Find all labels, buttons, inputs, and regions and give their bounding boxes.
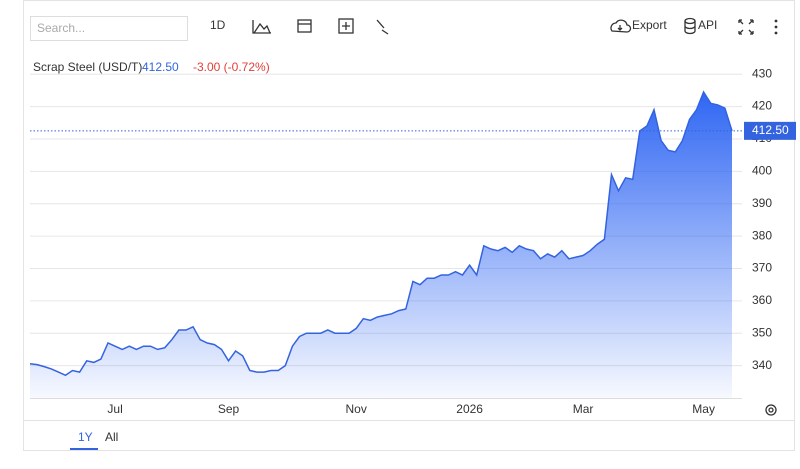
- menu-icon[interactable]: [774, 19, 778, 35]
- interval-button[interactable]: 1D: [210, 18, 226, 32]
- x-tick-label: 2026: [456, 402, 483, 416]
- y-tick-label: 390: [752, 196, 772, 210]
- legend-name: Scrap Steel (USD/T): [33, 60, 142, 74]
- legend-change: -3.00 (-0.72%): [193, 60, 270, 74]
- chart-type-icon[interactable]: [252, 20, 271, 34]
- compare-icon[interactable]: [338, 18, 354, 34]
- export-icon[interactable]: [610, 19, 632, 33]
- y-tick-label: 350: [752, 325, 772, 339]
- y-tick-label: 360: [752, 293, 772, 307]
- y-tick-label: 430: [752, 66, 772, 80]
- fullscreen-icon[interactable]: [738, 19, 754, 35]
- area-fill: [30, 92, 732, 398]
- compare-icon-plus: [342, 22, 350, 30]
- x-tick-label: Nov: [346, 402, 367, 416]
- y-tick-label: 370: [752, 261, 772, 275]
- range-tab[interactable]: All: [105, 430, 118, 444]
- api-button[interactable]: API: [698, 18, 717, 32]
- price-line: [29, 90, 733, 377]
- y-tick-label: 400: [752, 164, 772, 178]
- search-box[interactable]: [30, 16, 188, 41]
- legend-price: 412.50: [142, 60, 179, 74]
- search-placeholder[interactable]: Search...: [37, 21, 85, 35]
- y-tick-label: 420: [752, 99, 772, 113]
- x-tick-label: Jul: [107, 402, 122, 416]
- y-tick-label: 340: [752, 358, 772, 372]
- x-tick-label: May: [692, 402, 715, 416]
- export-button[interactable]: Export: [632, 18, 667, 32]
- settings-icon[interactable]: [765, 404, 777, 416]
- calendar-icon[interactable]: [297, 19, 312, 33]
- api-icon-body: [684, 21, 696, 35]
- y-tick-label: 380: [752, 228, 772, 242]
- last-price-tag: [744, 121, 796, 140]
- tools-icon[interactable]: [376, 19, 389, 35]
- last-price-label: 412.50: [752, 123, 789, 137]
- range-tab-active[interactable]: 1Y: [78, 430, 93, 444]
- x-tick-label: Mar: [573, 402, 594, 416]
- x-tick-label: Sep: [218, 402, 240, 416]
